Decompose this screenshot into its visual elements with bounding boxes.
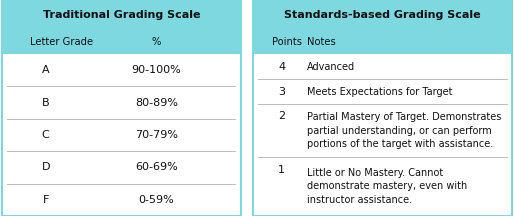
Text: 0-59%: 0-59%	[138, 195, 174, 205]
Text: 60-69%: 60-69%	[135, 162, 178, 172]
Text: 80-89%: 80-89%	[135, 98, 178, 108]
Text: 70-79%: 70-79%	[135, 130, 178, 140]
Text: C: C	[42, 130, 50, 140]
Text: A: A	[42, 65, 49, 75]
Text: %: %	[152, 37, 161, 47]
Text: 4: 4	[278, 62, 285, 71]
Text: 3: 3	[278, 87, 285, 97]
Text: Points: Points	[272, 37, 302, 47]
Text: Notes: Notes	[307, 37, 336, 47]
Bar	[253, 0, 512, 29]
Text: 2: 2	[278, 111, 285, 121]
Text: F: F	[43, 195, 49, 205]
Text: 1: 1	[278, 165, 285, 175]
Text: Meets Expectations for Target: Meets Expectations for Target	[307, 87, 452, 97]
Text: Little or No Mastery. Cannot
demonstrate mastery, even with
instructor assistanc: Little or No Mastery. Cannot demonstrate…	[307, 168, 467, 205]
Text: D: D	[42, 162, 50, 172]
Text: Letter Grade: Letter Grade	[30, 37, 94, 47]
Text: Partial Mastery of Target. Demonstrates
partial understanding, or can perform
po: Partial Mastery of Target. Demonstrates …	[307, 112, 501, 149]
Text: 90-100%: 90-100%	[132, 65, 181, 75]
Bar	[2, 0, 241, 29]
Text: Traditional Grading Scale: Traditional Grading Scale	[43, 10, 200, 20]
Bar	[2, 29, 241, 54]
Bar	[253, 29, 512, 54]
Text: Advanced: Advanced	[307, 62, 355, 71]
Text: B: B	[42, 98, 49, 108]
Text: Standards-based Grading Scale: Standards-based Grading Scale	[284, 10, 481, 20]
